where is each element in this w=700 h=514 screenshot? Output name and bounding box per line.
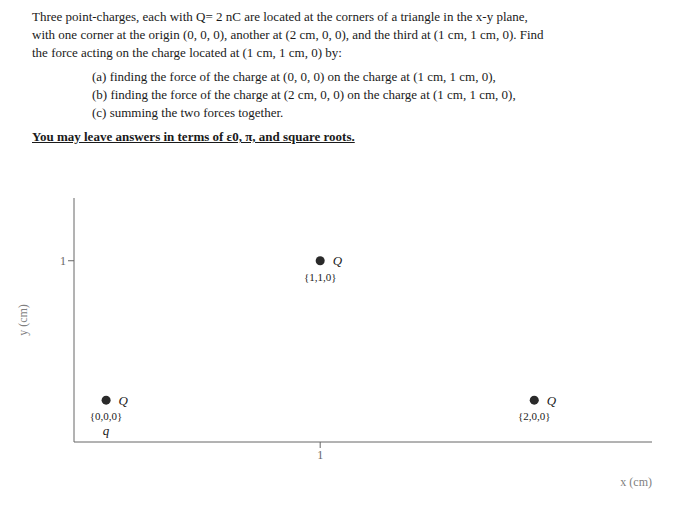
html-text:Three point-charges, each with: Three point-charges, each with Q= 2 nC a… [32,9,528,24]
svg-text:Q: Q [333,253,343,268]
html-text:(b) finding the force of the c: (b) finding the force of the charge at (… [92,87,516,102]
html-text:(c) summing the two forces tog: (c) summing the two forces together. [92,105,284,120]
html-text:with one corner at the origin: with one corner at the origin (0, 0, 0),… [32,27,544,42]
html-text:You may leave answers in terms: You may leave answers in terms of ε0, π,… [32,129,355,144]
svg-text:{2,0,0}: {2,0,0} [518,410,551,422]
svg-text:Q: Q [119,393,129,408]
svg-text:{0,0,0}: {0,0,0} [90,410,123,422]
svg-text:q: q [103,423,110,438]
svg-text:{1,1,0}: {1,1,0} [304,271,337,283]
html-text:(a) finding the force of the c: (a) finding the force of the charge at (… [92,69,496,84]
svg-text:Q: Q [547,393,557,408]
svg-text:1: 1 [317,448,323,462]
svg-text:x (cm): x (cm) [620,475,652,489]
svg-text:1: 1 [60,254,66,268]
svg-text:y (cm): y (cm) [16,304,30,336]
html-text:the force acting on the charge: the force acting on the charge located a… [32,45,342,60]
